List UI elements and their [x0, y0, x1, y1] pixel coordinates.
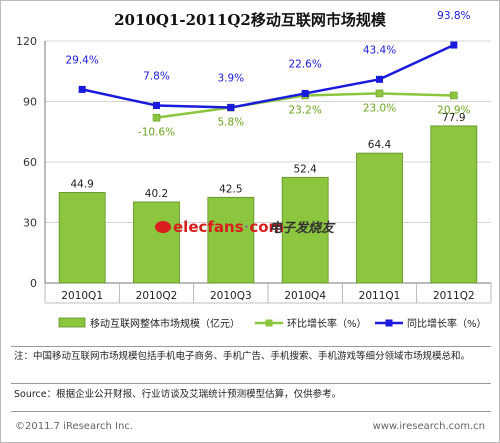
- footer-copyright: ©2011.7 iResearch Inc.: [15, 421, 133, 432]
- y-axis-ticks: 0 30 60 90 120: [16, 35, 37, 290]
- bar: [133, 201, 180, 284]
- bar-value-label: 64.4: [368, 139, 392, 151]
- y-tick-label: 0: [30, 277, 37, 290]
- bar-value-label: 52.4: [293, 163, 317, 175]
- watermark-logo: elecfans·com 电子发烧友: [155, 218, 336, 236]
- legend-label: 环比增长率（%）: [287, 317, 367, 330]
- x-tick-label: 2010Q3: [210, 290, 252, 302]
- legend: 移动互联网整体市场规模（亿元） 环比增长率（%） 同比增长率（%）: [58, 317, 487, 330]
- line-value-label: 5.8%: [217, 117, 244, 129]
- y-tick-label: 120: [16, 35, 37, 48]
- watermark-main-text: elecfans: [173, 218, 244, 236]
- bar-value-label: 77.9: [442, 112, 465, 124]
- line-value-label: -10.6%: [138, 127, 175, 139]
- line-point: [450, 91, 458, 100]
- x-tick-label: 2011Q2: [433, 290, 475, 302]
- source-text: Source：根据企业公开财报、行业访谈及艾瑞统计预测模型估算，仅供参考。: [14, 389, 342, 400]
- x-tick-label: 2011Q1: [359, 290, 401, 302]
- watermark-main: elecfans·com: [173, 218, 284, 236]
- legend-label: 移动互联网整体市场规模（亿元）: [90, 317, 240, 330]
- line-point: [375, 89, 384, 98]
- watermark-com: com: [249, 218, 284, 236]
- series-line: [81, 43, 455, 109]
- chart-title: 2010Q1-2011Q2移动互联网市场规模: [114, 11, 387, 29]
- divider-top: [11, 346, 491, 347]
- legend-swatch-bar: [58, 317, 86, 328]
- x-tick-label: 2010Q2: [136, 290, 178, 302]
- line-value-label: 3.9%: [217, 73, 244, 85]
- line-point: [376, 75, 383, 83]
- line-point: [450, 41, 458, 49]
- bar-value-label: 44.9: [70, 178, 93, 190]
- bar: [430, 125, 478, 284]
- y-tick-label: 30: [23, 217, 37, 230]
- line-point: [301, 89, 309, 97]
- line-value-label: 29.4%: [65, 54, 98, 66]
- bar-value-label: 40.2: [145, 188, 168, 200]
- bar: [281, 176, 329, 284]
- line-value-label: 43.4%: [363, 44, 396, 56]
- watermark-dot: ·: [244, 218, 250, 236]
- bar: [58, 192, 106, 284]
- note-text: 注：中国移动互联网市场规模包括手机电子商务、手机广告、手机搜索、手机游戏等细分领…: [14, 351, 471, 362]
- line-point: [152, 113, 161, 122]
- x-tick-label: 2010Q1: [61, 290, 103, 302]
- line-value-label: 23.2%: [288, 104, 321, 116]
- legend-swatch-marker: [265, 319, 273, 327]
- line-value-label: 93.8%: [437, 10, 470, 22]
- bar-value-label: 42.5: [219, 183, 242, 195]
- line-value-label: 7.8%: [143, 71, 170, 83]
- legend-label: 同比增长率（%）: [407, 317, 487, 330]
- bar: [356, 152, 403, 284]
- bars: 44.9 40.2 42.5 52.4 64.4 77.9: [58, 112, 478, 284]
- line-value-label: 22.6%: [288, 58, 321, 70]
- divider-middle: [11, 383, 491, 384]
- line-point: [153, 102, 160, 110]
- line-value-label: 23.0%: [363, 102, 396, 114]
- footer-website: www.iresearch.com.cn: [372, 421, 485, 432]
- lines: -10.6% 5.8% 23.2% 23.0% 20.9% 29.4% 7.8% 3.9% 22…: [65, 10, 470, 139]
- x-tick-label: 2010Q4: [284, 290, 326, 302]
- y-tick-label: 90: [23, 96, 37, 109]
- y-tick-label: 60: [23, 156, 37, 169]
- divider-bottom: [11, 411, 491, 412]
- watermark-cn: 电子发烧友: [269, 220, 336, 236]
- grid-lines: [44, 40, 491, 284]
- line-value-label: 20.9%: [437, 104, 470, 116]
- line-point: [227, 104, 235, 112]
- line-point: [78, 85, 86, 93]
- x-axis-ticks: 2010Q1 2010Q2 2010Q3 2010Q4 2011Q1 2011Q2: [44, 283, 492, 304]
- bar: [207, 196, 255, 284]
- market-size-chart: 2010Q1-2011Q2移动互联网市场规模 0 30 60 90 120 44.9 40…: [16, 10, 492, 330]
- legend-swatch-marker: [385, 319, 393, 327]
